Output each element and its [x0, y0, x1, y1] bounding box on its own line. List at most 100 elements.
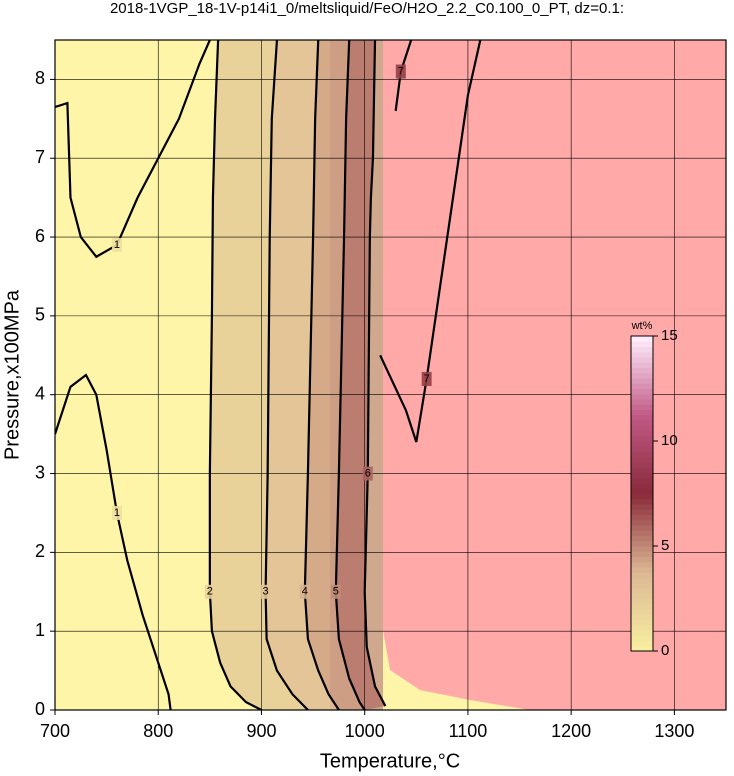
colorbar-segment [631, 556, 653, 563]
x-tick-label: 800 [143, 721, 173, 741]
colorbar-segment [631, 388, 653, 395]
colorbar-segment [631, 346, 653, 353]
colorbar-segment [631, 645, 653, 652]
colorbar-segment [631, 399, 653, 405]
contour-label-bg [330, 584, 341, 599]
colorbar-segment [631, 509, 653, 515]
contour-label-bg [395, 64, 406, 79]
contour-band [335, 40, 386, 710]
y-tick-label: 0 [35, 699, 45, 719]
colorbar-segment [631, 393, 653, 400]
colorbar-segment [631, 409, 653, 416]
y-tick-label: 8 [35, 68, 45, 88]
colorbar-segment [631, 525, 653, 531]
colorbar-segment [631, 357, 653, 363]
contour-band [304, 40, 365, 710]
colorbar-segment [631, 593, 653, 599]
y-tick-label: 4 [35, 383, 45, 403]
contour-label-bg [362, 466, 373, 481]
colorbar-segment [631, 472, 653, 479]
contour-label-bg [260, 584, 271, 599]
contour-label-bg [111, 505, 122, 520]
colorbar-segment [631, 530, 653, 536]
colorbar-segment [631, 367, 653, 374]
colorbar-segment [631, 451, 653, 458]
colorbar-segment [631, 477, 653, 484]
colorbar-tick-label: 15 [661, 327, 678, 344]
x-tick-label: 1200 [551, 721, 591, 741]
colorbar-segment [631, 598, 653, 605]
contour-label: 2 [207, 586, 213, 598]
colorbar-tick-label: 0 [661, 642, 669, 659]
colorbar-segment [631, 614, 653, 620]
contour-label: 5 [333, 586, 339, 598]
colorbar-segment [631, 435, 653, 442]
contour-label: 1 [114, 507, 120, 519]
y-axis-label: Pressure,x100MPa [1, 289, 23, 460]
x-axis-label: Temperature,°C [320, 750, 460, 772]
colorbar-segment [631, 567, 653, 573]
contour-label: 7 [424, 373, 430, 385]
contour-label-bg [421, 371, 432, 386]
contour-label: 6 [365, 467, 371, 479]
contour-label: 4 [302, 586, 308, 598]
colorbar-segment [631, 456, 653, 463]
colorbar-segment [631, 493, 653, 500]
colorbar-segment [631, 588, 653, 594]
colorbar-segment [631, 551, 653, 557]
colorbar-segment [631, 372, 653, 379]
y-tick-label: 5 [35, 305, 45, 325]
colorbar-segment [631, 483, 653, 489]
colorbar-tick-label: 10 [661, 432, 678, 449]
chart-title: 2018-1VGP_18-1V-p14i1_0/meltsliquid/FeO/… [110, 0, 624, 17]
colorbar-segment [631, 582, 653, 589]
colorbar-segment [631, 378, 653, 384]
colorbar-segment [631, 504, 653, 510]
colorbar-segment [631, 414, 653, 421]
colorbar-segment [631, 446, 653, 452]
colorbar-segment [631, 498, 653, 505]
colorbar-segment [631, 546, 653, 552]
contour-label-bg [299, 584, 310, 599]
x-tick-label: 1100 [449, 721, 488, 741]
x-tick-label: 700 [40, 721, 70, 741]
colorbar-segment [631, 572, 653, 578]
colorbar-segment [631, 540, 653, 547]
y-tick-label: 2 [35, 541, 45, 561]
colorbar-frame [630, 335, 654, 652]
contour-band [209, 40, 308, 710]
colorbar-segment [631, 488, 653, 494]
colorbar-segment [631, 561, 653, 568]
colorbar-segment [631, 514, 653, 521]
colorbar-segment [631, 635, 653, 641]
plot-frame [54, 39, 727, 711]
colorbar-segment [631, 609, 653, 615]
y-tick-label: 6 [35, 226, 45, 246]
colorbar-segment [631, 336, 653, 342]
colorbar-segment [631, 362, 653, 368]
colorbar-segment [631, 420, 653, 426]
colorbar-segment [631, 467, 653, 473]
x-tick-label: 900 [246, 721, 276, 741]
colorbar-tick-label: 5 [661, 537, 669, 554]
colorbar-label: wt% [631, 320, 653, 332]
colorbar-segment [631, 351, 653, 358]
colorbar-segment [631, 640, 653, 647]
y-tick-label: 3 [35, 462, 45, 482]
colorbar-segment [631, 619, 653, 626]
x-tick-label: 1300 [654, 721, 694, 741]
colorbar-segment [631, 404, 653, 410]
y-tick-label: 7 [35, 147, 45, 167]
colorbar-segment [631, 630, 653, 636]
x-tick-label: 1000 [345, 721, 385, 741]
colorbar-segment [631, 341, 653, 347]
contour-label: 7 [398, 65, 404, 77]
colorbar-segment [631, 577, 653, 584]
contour-label: 1 [114, 239, 120, 251]
colorbar-segment [631, 624, 653, 631]
colorbar-segment [631, 430, 653, 437]
contour-label: 3 [263, 586, 269, 598]
colorbar-segment [631, 425, 653, 431]
colorbar-segment [631, 441, 653, 447]
